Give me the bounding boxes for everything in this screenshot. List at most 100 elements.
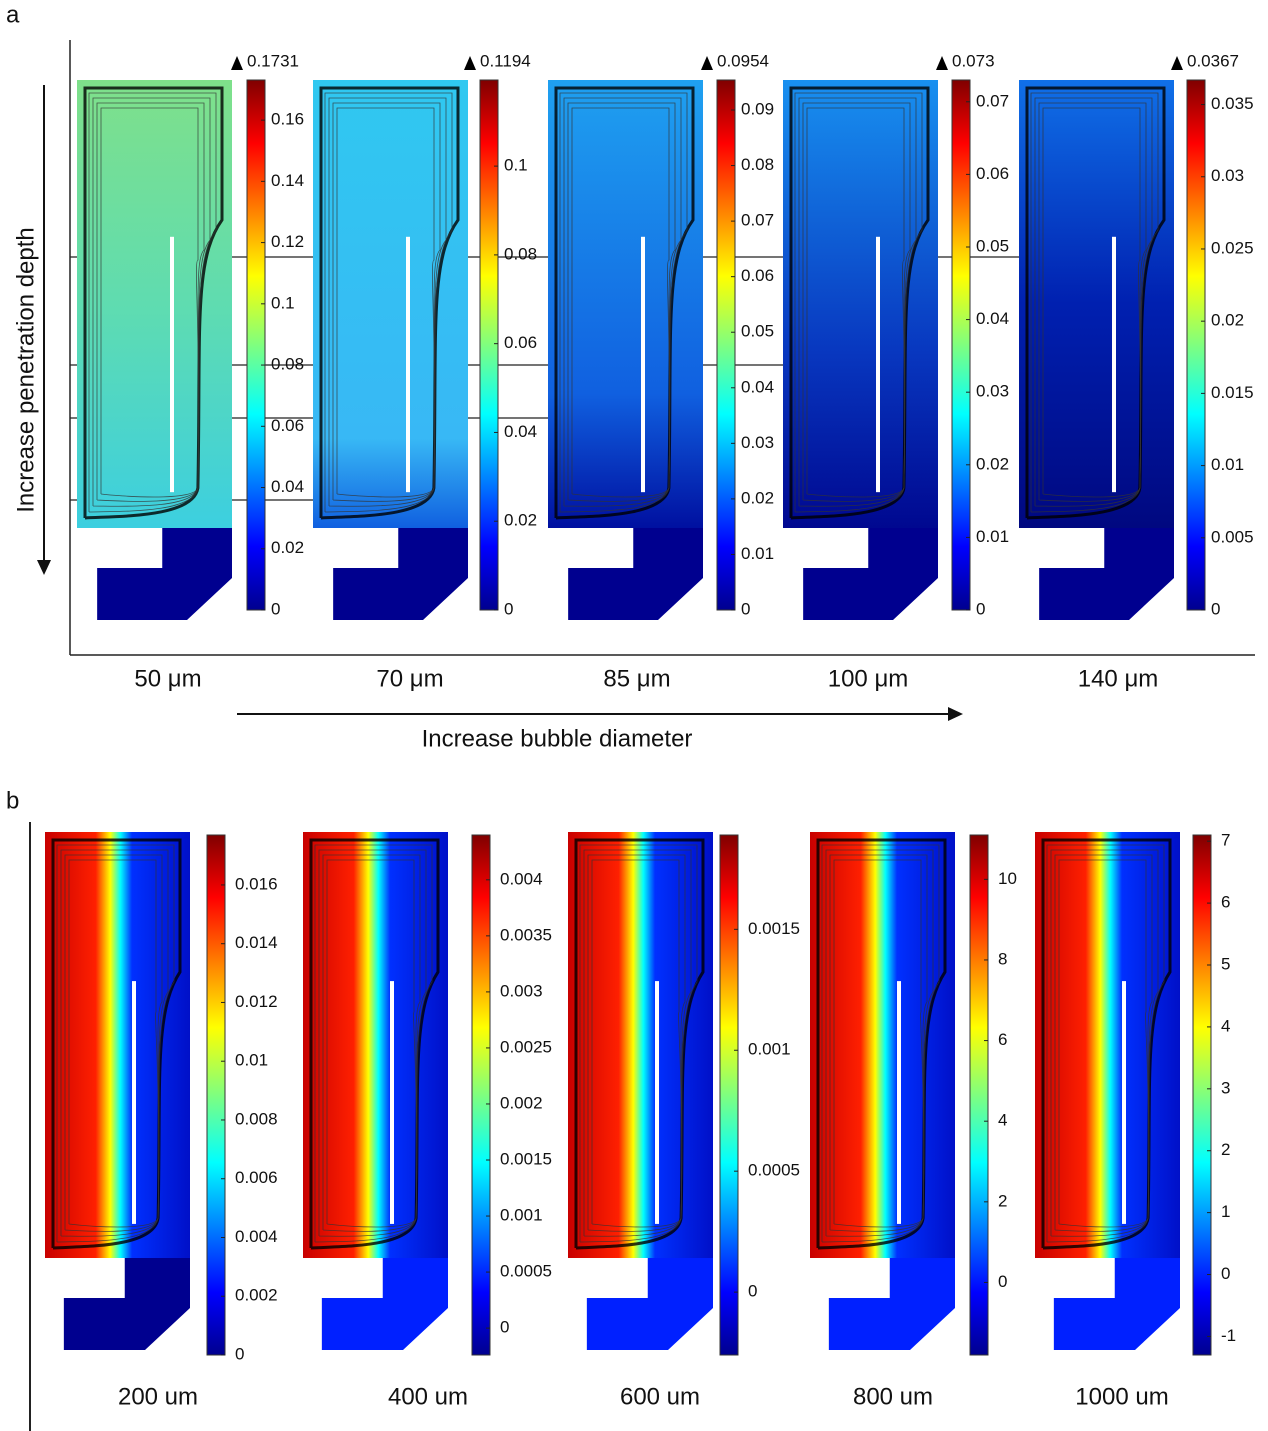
- colorbar-tick-label: 0.06: [504, 333, 537, 352]
- colorbar: [719, 834, 739, 1356]
- colorbar-tick-label: 2: [998, 1191, 1007, 1210]
- streamline: [1058, 859, 1150, 1228]
- colorbar-tick-label: 0.002: [235, 1286, 278, 1305]
- colorbar-tick-label: 0.02: [271, 538, 304, 557]
- colorbar-tick-label: 1: [1221, 1202, 1230, 1221]
- colorbar-tick-label: 0.06: [741, 266, 774, 285]
- colorbar-tick-label: 0.05: [976, 236, 1009, 255]
- colorbar-max: 0.1731: [247, 51, 299, 70]
- colorbar-tick-label: 0.0025: [500, 1037, 552, 1056]
- colorbar-tick-label: 0.016: [235, 874, 278, 893]
- simulation-domain: [313, 80, 468, 528]
- baffle: [876, 236, 880, 493]
- colorbar-tick-label: 0.0035: [500, 925, 552, 944]
- colorbar-tick-label: 0.001: [500, 1206, 543, 1225]
- colorbar-max: 0.0954: [717, 51, 769, 70]
- streamline: [806, 107, 906, 498]
- baffle: [406, 236, 410, 493]
- colorbar-tick-label: 0.03: [1211, 166, 1244, 185]
- panel-caption: 70 μm: [376, 665, 443, 692]
- colorbar-tick-label: 0.012: [235, 992, 278, 1011]
- baffle: [390, 981, 394, 1224]
- colorbar-tick-label: 0.07: [741, 211, 774, 230]
- colorbar-tick-label: 0.0005: [748, 1161, 800, 1180]
- colorbar-tick-label: 0.004: [500, 869, 543, 888]
- simulation-domain: [783, 80, 938, 528]
- colorbar-tick-label: 0.003: [500, 981, 543, 1000]
- colorbar-tick-label: 0.03: [741, 433, 774, 452]
- colorbar-tick-label: 0.04: [504, 422, 537, 441]
- colorbar-tick-label: -1: [1221, 1326, 1236, 1345]
- streamline: [1042, 107, 1142, 498]
- colorbar-tick-label: 0: [976, 599, 985, 618]
- arrow-head: [37, 560, 51, 575]
- colorbar-tick-label: 0.02: [1211, 311, 1244, 330]
- streamline: [833, 859, 925, 1228]
- panel-caption: 50 μm: [134, 665, 201, 692]
- baffle: [170, 236, 174, 493]
- panel-caption: 600 um: [620, 1383, 700, 1410]
- colorbar-tick-label: 0.12: [271, 232, 304, 251]
- colorbar-tick-label: 0.01: [235, 1051, 268, 1070]
- simulation-domain: [1019, 80, 1174, 528]
- domain-base: [1053, 1258, 1180, 1350]
- colorbar-tick-label: 0.0005: [500, 1262, 552, 1281]
- max-marker: [1171, 56, 1183, 70]
- colorbar-tick-label: 0.08: [504, 244, 537, 263]
- panel-caption: 140 μm: [1078, 665, 1159, 692]
- colorbar-max: 0.0367: [1187, 51, 1239, 70]
- colorbar-tick-label: 0.002: [500, 1093, 543, 1112]
- streamline: [336, 107, 436, 498]
- panel-caption: 200 um: [118, 1383, 198, 1410]
- max-marker: [464, 56, 476, 70]
- domain-base: [321, 1258, 448, 1350]
- colorbar: [969, 834, 989, 1356]
- arrow-head: [948, 707, 963, 721]
- domain-base: [1039, 528, 1174, 620]
- colorbar-tick-label: 0: [271, 599, 280, 618]
- colorbar-tick-label: 0.02: [741, 488, 774, 507]
- simulation-domain: [77, 80, 232, 528]
- colorbar: [951, 79, 971, 611]
- colorbar-tick-label: 0: [500, 1318, 509, 1337]
- colorbar-tick-label: 0: [1221, 1264, 1230, 1283]
- panel-caption: 400 um: [388, 1383, 468, 1410]
- colorbar-tick-label: 2: [1221, 1140, 1230, 1159]
- colorbar-tick-label: 4: [1221, 1016, 1230, 1035]
- colorbar-tick-label: 4: [998, 1111, 1007, 1130]
- colorbar-max: 0.073: [952, 51, 995, 70]
- colorbar-tick-label: 0.035: [1211, 94, 1254, 113]
- domain-base: [568, 528, 703, 620]
- colorbar-tick-label: 0.14: [271, 171, 304, 190]
- max-marker: [701, 56, 713, 70]
- baffle: [655, 981, 659, 1224]
- colorbar-tick-label: 0.1: [504, 156, 528, 175]
- colorbar-tick-label: 0: [748, 1282, 757, 1301]
- panel-caption: 85 μm: [603, 665, 670, 692]
- colorbar-tick-label: 0.01: [1211, 455, 1244, 474]
- colorbar-tick-label: 0: [998, 1272, 1007, 1291]
- colorbar-tick-label: 0.04: [741, 377, 774, 396]
- colorbar-tick-label: 0.001: [748, 1040, 791, 1059]
- panel-label: a: [6, 1, 20, 28]
- colorbar-tick-label: 8: [998, 949, 1007, 968]
- panel-caption: 100 μm: [828, 665, 909, 692]
- domain-base: [828, 1258, 955, 1350]
- domain-base: [333, 528, 468, 620]
- streamline: [100, 107, 200, 498]
- colorbar-tick-label: 0.01: [741, 544, 774, 563]
- colorbar-tick-label: 0: [1211, 599, 1220, 618]
- max-marker: [231, 56, 243, 70]
- colorbar-tick-label: 0.004: [235, 1227, 278, 1246]
- baffle: [1122, 981, 1126, 1224]
- colorbar-tick-label: 0.014: [235, 933, 278, 952]
- panel-label: b: [6, 787, 19, 814]
- colorbar-tick-label: 0.06: [271, 416, 304, 435]
- colorbar-tick-label: 0.08: [741, 155, 774, 174]
- colorbar-tick-label: 0: [504, 599, 513, 618]
- colorbar-tick-label: 0.01: [976, 527, 1009, 546]
- colorbar-tick-label: 0.0015: [500, 1149, 552, 1168]
- colorbar: [206, 834, 226, 1356]
- colorbar: [1192, 834, 1212, 1356]
